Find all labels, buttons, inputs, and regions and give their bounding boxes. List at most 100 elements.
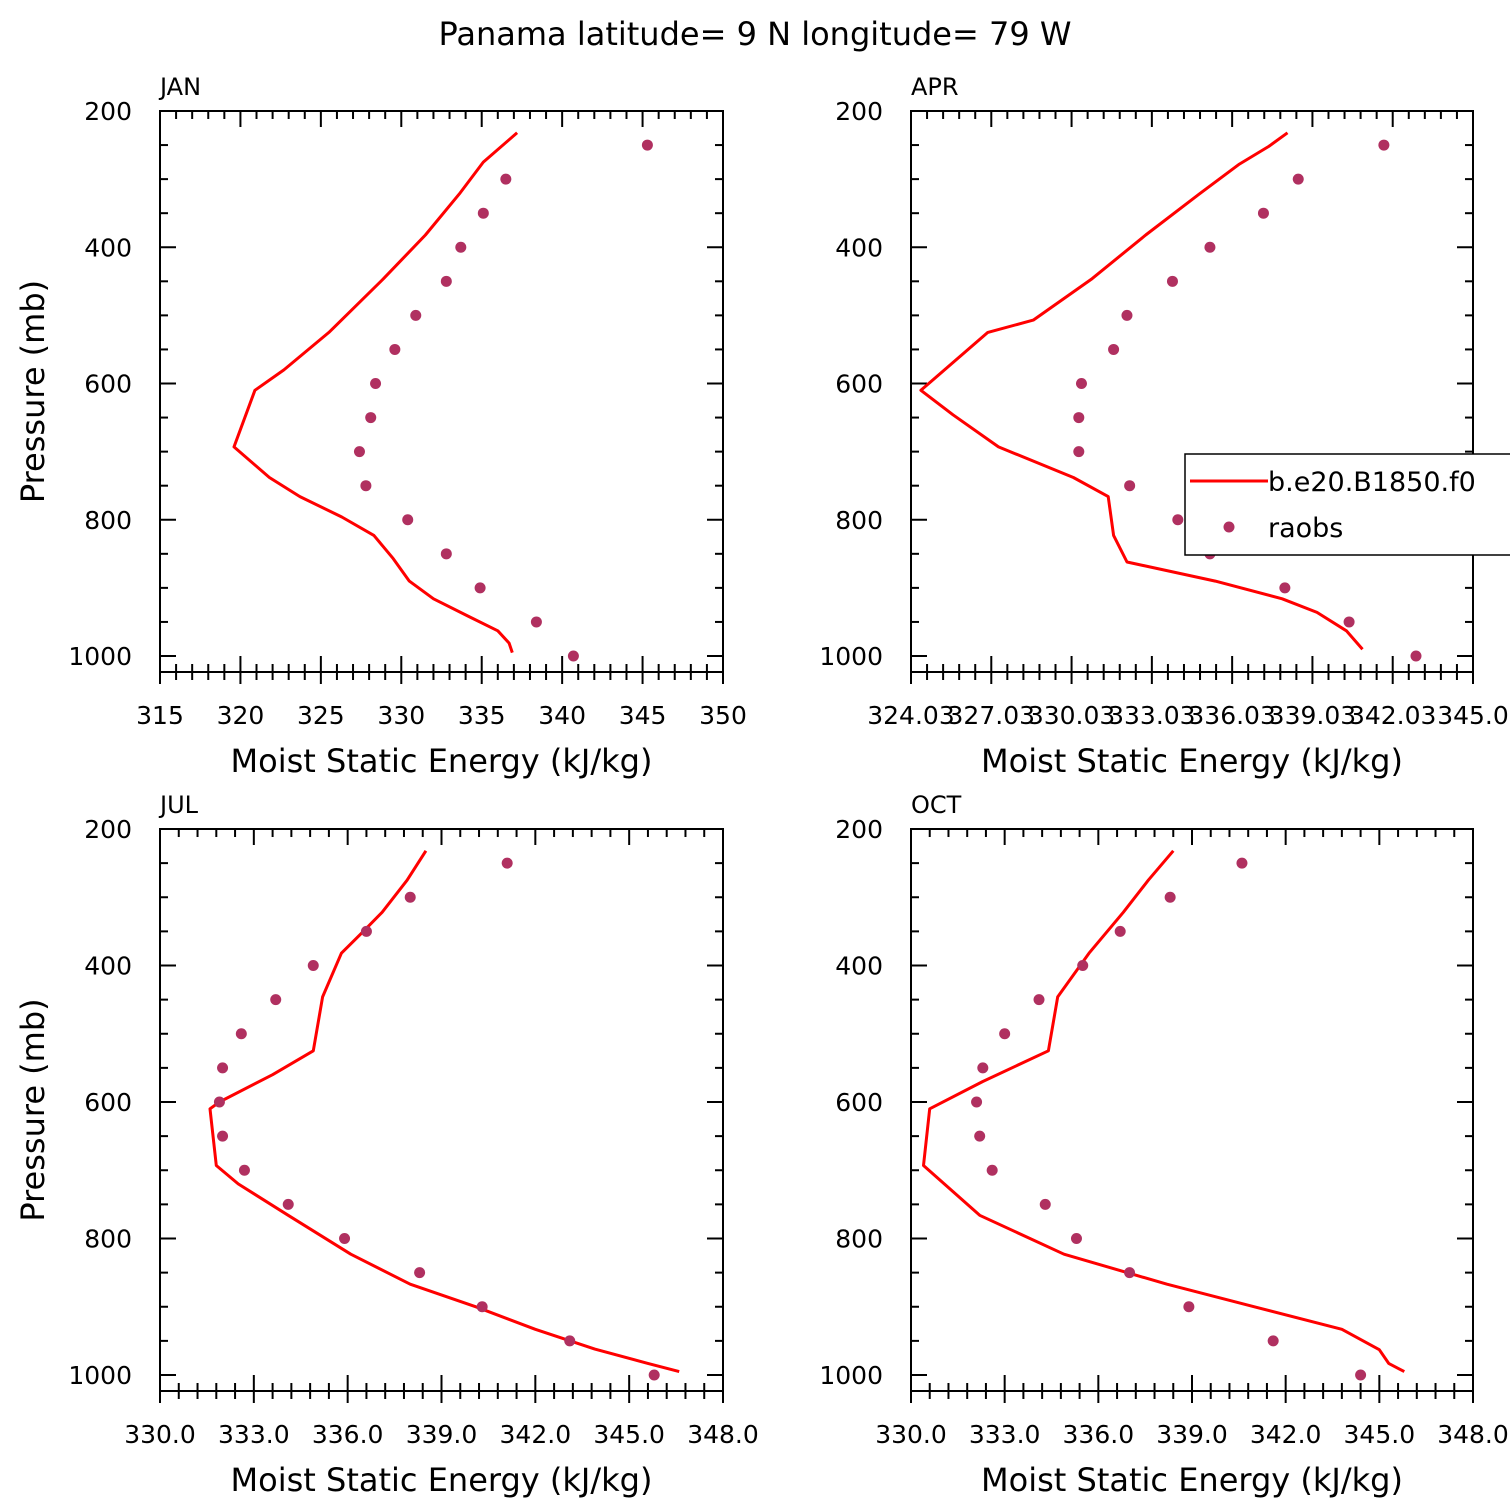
x-tick-label: 336.0 [1063, 1420, 1135, 1449]
x-tick-label: 339.0 [406, 1420, 478, 1449]
x-tick-label: 330 [377, 701, 425, 730]
plot-frame [910, 110, 1474, 673]
data-point-raobs [1075, 378, 1087, 389]
data-point-raobs [1355, 1369, 1367, 1381]
plot-frame [159, 828, 724, 1392]
data-point-raobs [530, 616, 542, 628]
data-point-raobs [1124, 480, 1136, 492]
data-point-raobs [370, 378, 382, 389]
panel-label: JAN [158, 73, 201, 101]
x-tick-label: 336.0 [312, 1420, 384, 1449]
data-point-raobs [360, 480, 372, 492]
data-point-raobs [564, 1335, 576, 1347]
y-tick-label: 1000 [819, 642, 883, 671]
data-point-raobs [1164, 891, 1176, 903]
y-tick-label: 200 [835, 815, 883, 844]
x-tick-label: 327.03 [948, 701, 1035, 730]
x-tick-label: 339.03 [1269, 701, 1356, 730]
x-axis-label: Moist Static Energy (kJ/kg) [981, 742, 1403, 780]
x-tick-label: 345 [619, 701, 667, 730]
legend: b.e20.B1850.f0 raobs [1184, 453, 1510, 556]
data-point-raobs [1172, 514, 1184, 526]
x-tick-label: 345.0 [1437, 701, 1509, 730]
data-point-raobs [501, 857, 513, 869]
data-point-raobs [1292, 173, 1304, 185]
data-point-raobs [977, 1062, 989, 1074]
y-tick-label: 400 [84, 233, 132, 262]
x-tick-label: 348.0 [687, 1420, 759, 1449]
data-point-raobs [440, 275, 452, 287]
data-point-raobs [389, 343, 401, 355]
data-point-raobs [1204, 241, 1216, 253]
data-point-raobs [567, 650, 579, 662]
data-point-raobs [1166, 275, 1178, 287]
x-tick-label: 333.0 [218, 1420, 290, 1449]
data-point-raobs [365, 412, 377, 424]
x-tick-label: 330.0 [875, 1420, 947, 1449]
data-point-raobs [455, 241, 467, 253]
data-point-raobs [648, 1369, 660, 1381]
data-point-raobs [360, 925, 372, 937]
x-tick-label: 345.0 [593, 1420, 665, 1449]
data-point-raobs [1121, 309, 1133, 321]
data-point-raobs [404, 891, 416, 903]
y-tick-label: 400 [835, 952, 883, 981]
data-point-raobs [500, 173, 512, 185]
panels: JAN 200 400 600 800 1000 315 320 325 330 335 340 345… [14, 73, 1509, 1499]
data-point-raobs [986, 1164, 998, 1176]
y-tick-label: 600 [84, 1088, 132, 1117]
data-point-raobs [1257, 207, 1269, 219]
legend-label-obs: raobs [1268, 513, 1343, 544]
x-tick-label: 335 [458, 701, 506, 730]
plot-frame [159, 110, 724, 673]
data-point-raobs [1108, 343, 1120, 355]
series-line-model [922, 849, 1405, 1373]
panel-label: OCT [911, 791, 962, 819]
data-point-raobs [1077, 960, 1089, 971]
y-axis-label: Pressure (mb) [14, 280, 52, 503]
data-point-raobs [217, 1130, 229, 1142]
data-point-raobs [235, 1028, 247, 1040]
x-axis-label: Moist Static Energy (kJ/kg) [981, 1461, 1403, 1499]
y-tick-label: 1000 [68, 1361, 132, 1390]
y-tick-label: 400 [835, 233, 883, 262]
data-point-raobs [1343, 616, 1355, 628]
panel-apr: APR 200 400 600 800 1000 324.03327.03330.03333… [819, 73, 1508, 780]
x-tick-label: 333.0 [969, 1420, 1041, 1449]
data-point-raobs [213, 1096, 225, 1108]
data-point-raobs [1114, 925, 1126, 937]
x-tick-label: 345.0 [1344, 1420, 1416, 1449]
data-point-raobs [410, 309, 422, 321]
data-point-raobs [1267, 1335, 1279, 1347]
x-tick-label: 340 [538, 701, 586, 730]
data-point-raobs [477, 207, 489, 219]
data-point-raobs [307, 960, 319, 971]
x-tick-label: 330.03 [1028, 701, 1115, 730]
x-tick-label: 342.0 [1250, 1420, 1322, 1449]
y-tick-label: 600 [835, 1088, 883, 1117]
data-point-raobs [474, 582, 486, 594]
x-tick-label: 333.03 [1108, 701, 1195, 730]
data-point-raobs [1124, 1267, 1136, 1279]
panel-jan: JAN 200 400 600 800 1000 315 320 325 330 335 340 345… [14, 73, 747, 780]
data-point-raobs [1378, 139, 1390, 151]
data-point-raobs [282, 1198, 294, 1210]
data-point-raobs [414, 1267, 426, 1279]
chart-title: Panama latitude= 9 N longitude= 79 W [439, 15, 1072, 53]
legend-label-model: b.e20.B1850.f0 [1268, 467, 1476, 498]
x-tick-label: 350 [699, 701, 747, 730]
data-point-raobs [1070, 1233, 1082, 1244]
y-tick-label: 1000 [68, 642, 132, 671]
x-tick-label: 325 [297, 701, 345, 730]
x-tick-label: 320 [217, 701, 265, 730]
x-tick-label: 342.0 [500, 1420, 572, 1449]
y-tick-label: 200 [835, 97, 883, 126]
legend-dot-swatch [1223, 521, 1235, 533]
x-tick-label: 342.03 [1349, 701, 1436, 730]
panel-jul: JUL 200 400 600 800 1000 330.0 333.0 336.0 339.0 3… [14, 791, 759, 1499]
y-axis-label: Pressure (mb) [14, 998, 52, 1221]
x-axis-label: Moist Static Energy (kJ/kg) [231, 1461, 653, 1499]
series-line-model [919, 131, 1364, 651]
data-point-raobs [238, 1164, 250, 1176]
data-point-raobs [353, 446, 365, 458]
